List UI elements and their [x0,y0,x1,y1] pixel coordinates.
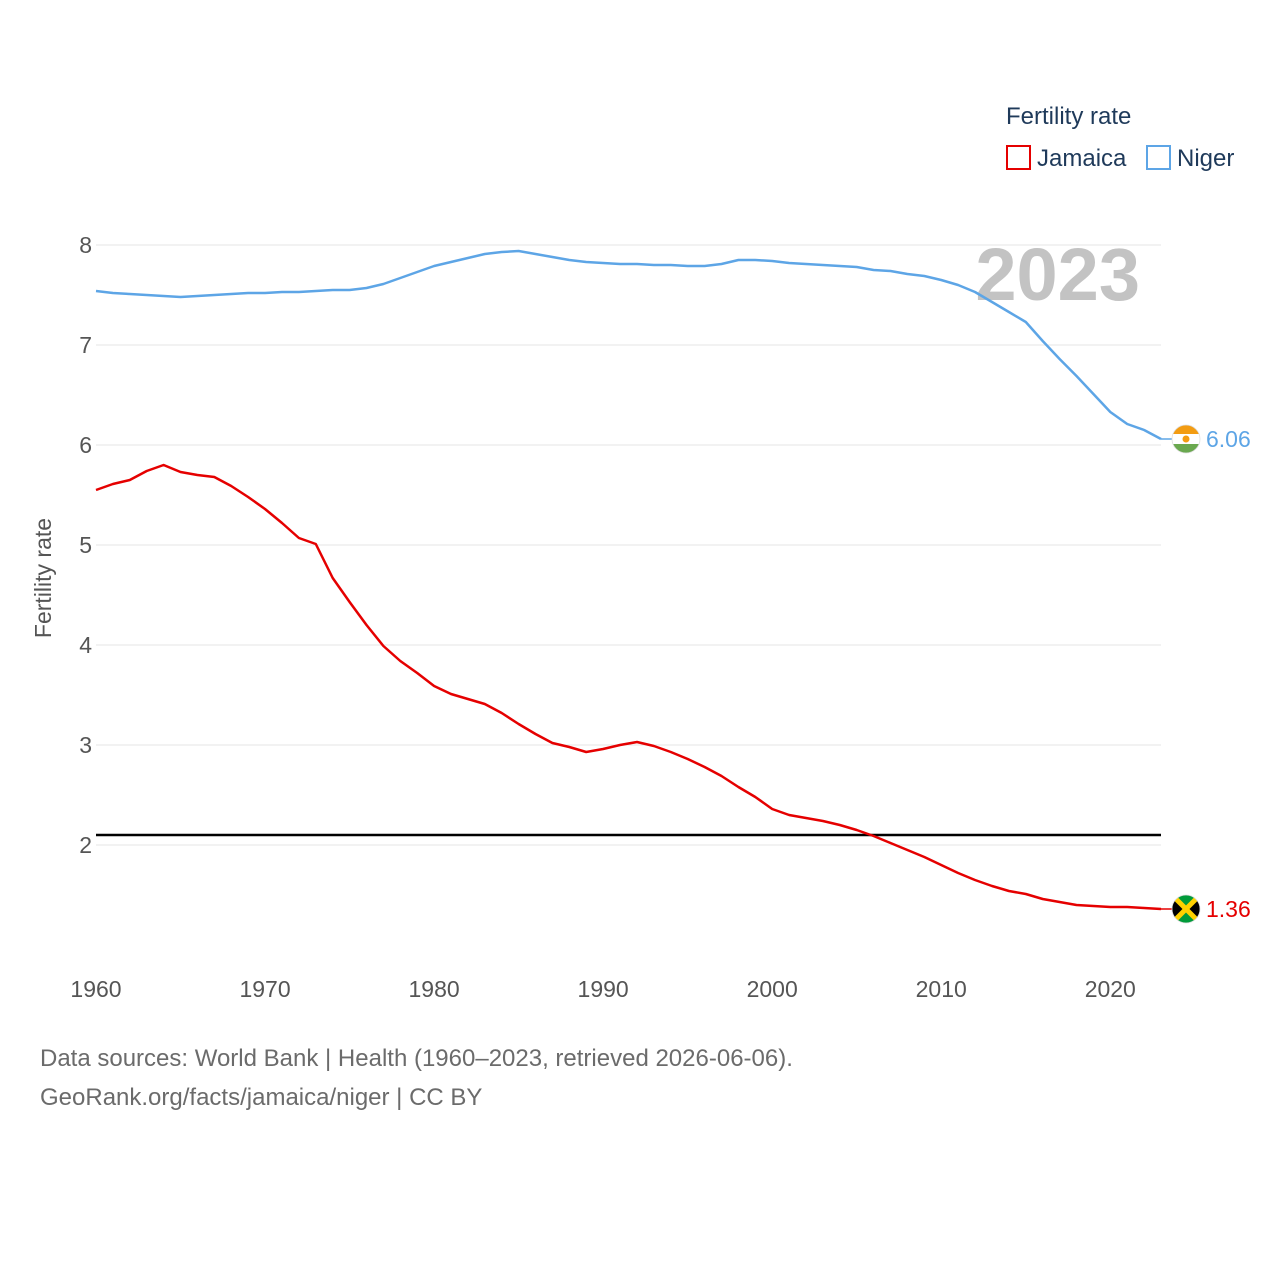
legend-label-jamaica: Jamaica [1037,145,1127,172]
x-tick-label: 2000 [747,976,798,1002]
legend-item-niger[interactable]: Niger [1146,145,1234,172]
y-tick-label: 6 [79,432,92,458]
gridlines [96,244,1161,846]
y-tick-label: 7 [79,332,92,358]
x-tick-label: 1960 [70,976,121,1002]
legend-swatch-jamaica [1006,145,1031,170]
flag-jamaica-icon [1171,894,1201,924]
legend-swatch-niger [1146,145,1171,170]
series-line-jamaica[interactable] [95,463,1162,911]
series-lines [95,249,1162,911]
x-tick-label: 2020 [1085,976,1136,1002]
legend-title: Fertility rate [1006,103,1131,130]
y-tick-label: 8 [79,232,92,258]
flag-niger-icon [1171,424,1201,454]
y-axis-ticks: 2 3 4 5 6 7 8 [79,232,92,858]
y-axis-label: Fertility rate [30,518,56,638]
x-tick-label: 1970 [239,976,290,1002]
line-chart: 2 3 4 5 6 7 8 1960 1970 1980 1990 2000 2010 2020 Fer… [30,103,1251,1002]
legend: Fertility rate Jamaica Niger [1006,103,1234,172]
legend-label-niger: Niger [1177,145,1234,172]
y-tick-label: 3 [79,732,92,758]
x-axis-ticks: 1960 1970 1980 1990 2000 2010 2020 [70,976,1135,1002]
legend-item-jamaica[interactable]: Jamaica [1006,145,1127,172]
footer-link[interactable]: GeoRank.org/facts/jamaica/niger | CC BY [40,1084,483,1111]
end-label-niger: 6.06 [1206,426,1251,452]
x-tick-label: 1980 [409,976,460,1002]
end-label-jamaica: 1.36 [1206,896,1251,922]
y-tick-label: 4 [79,632,92,658]
y-tick-label: 2 [79,832,92,858]
year-watermark: 2023 [975,233,1140,316]
x-tick-label: 1990 [578,976,629,1002]
x-tick-label: 2010 [916,976,967,1002]
footer-source: Data sources: World Bank | Health (1960–… [40,1045,793,1072]
y-tick-label: 5 [79,532,92,558]
series-end-markers: 1.36 6.06 [1161,424,1251,924]
series-line-niger[interactable] [95,249,1162,441]
